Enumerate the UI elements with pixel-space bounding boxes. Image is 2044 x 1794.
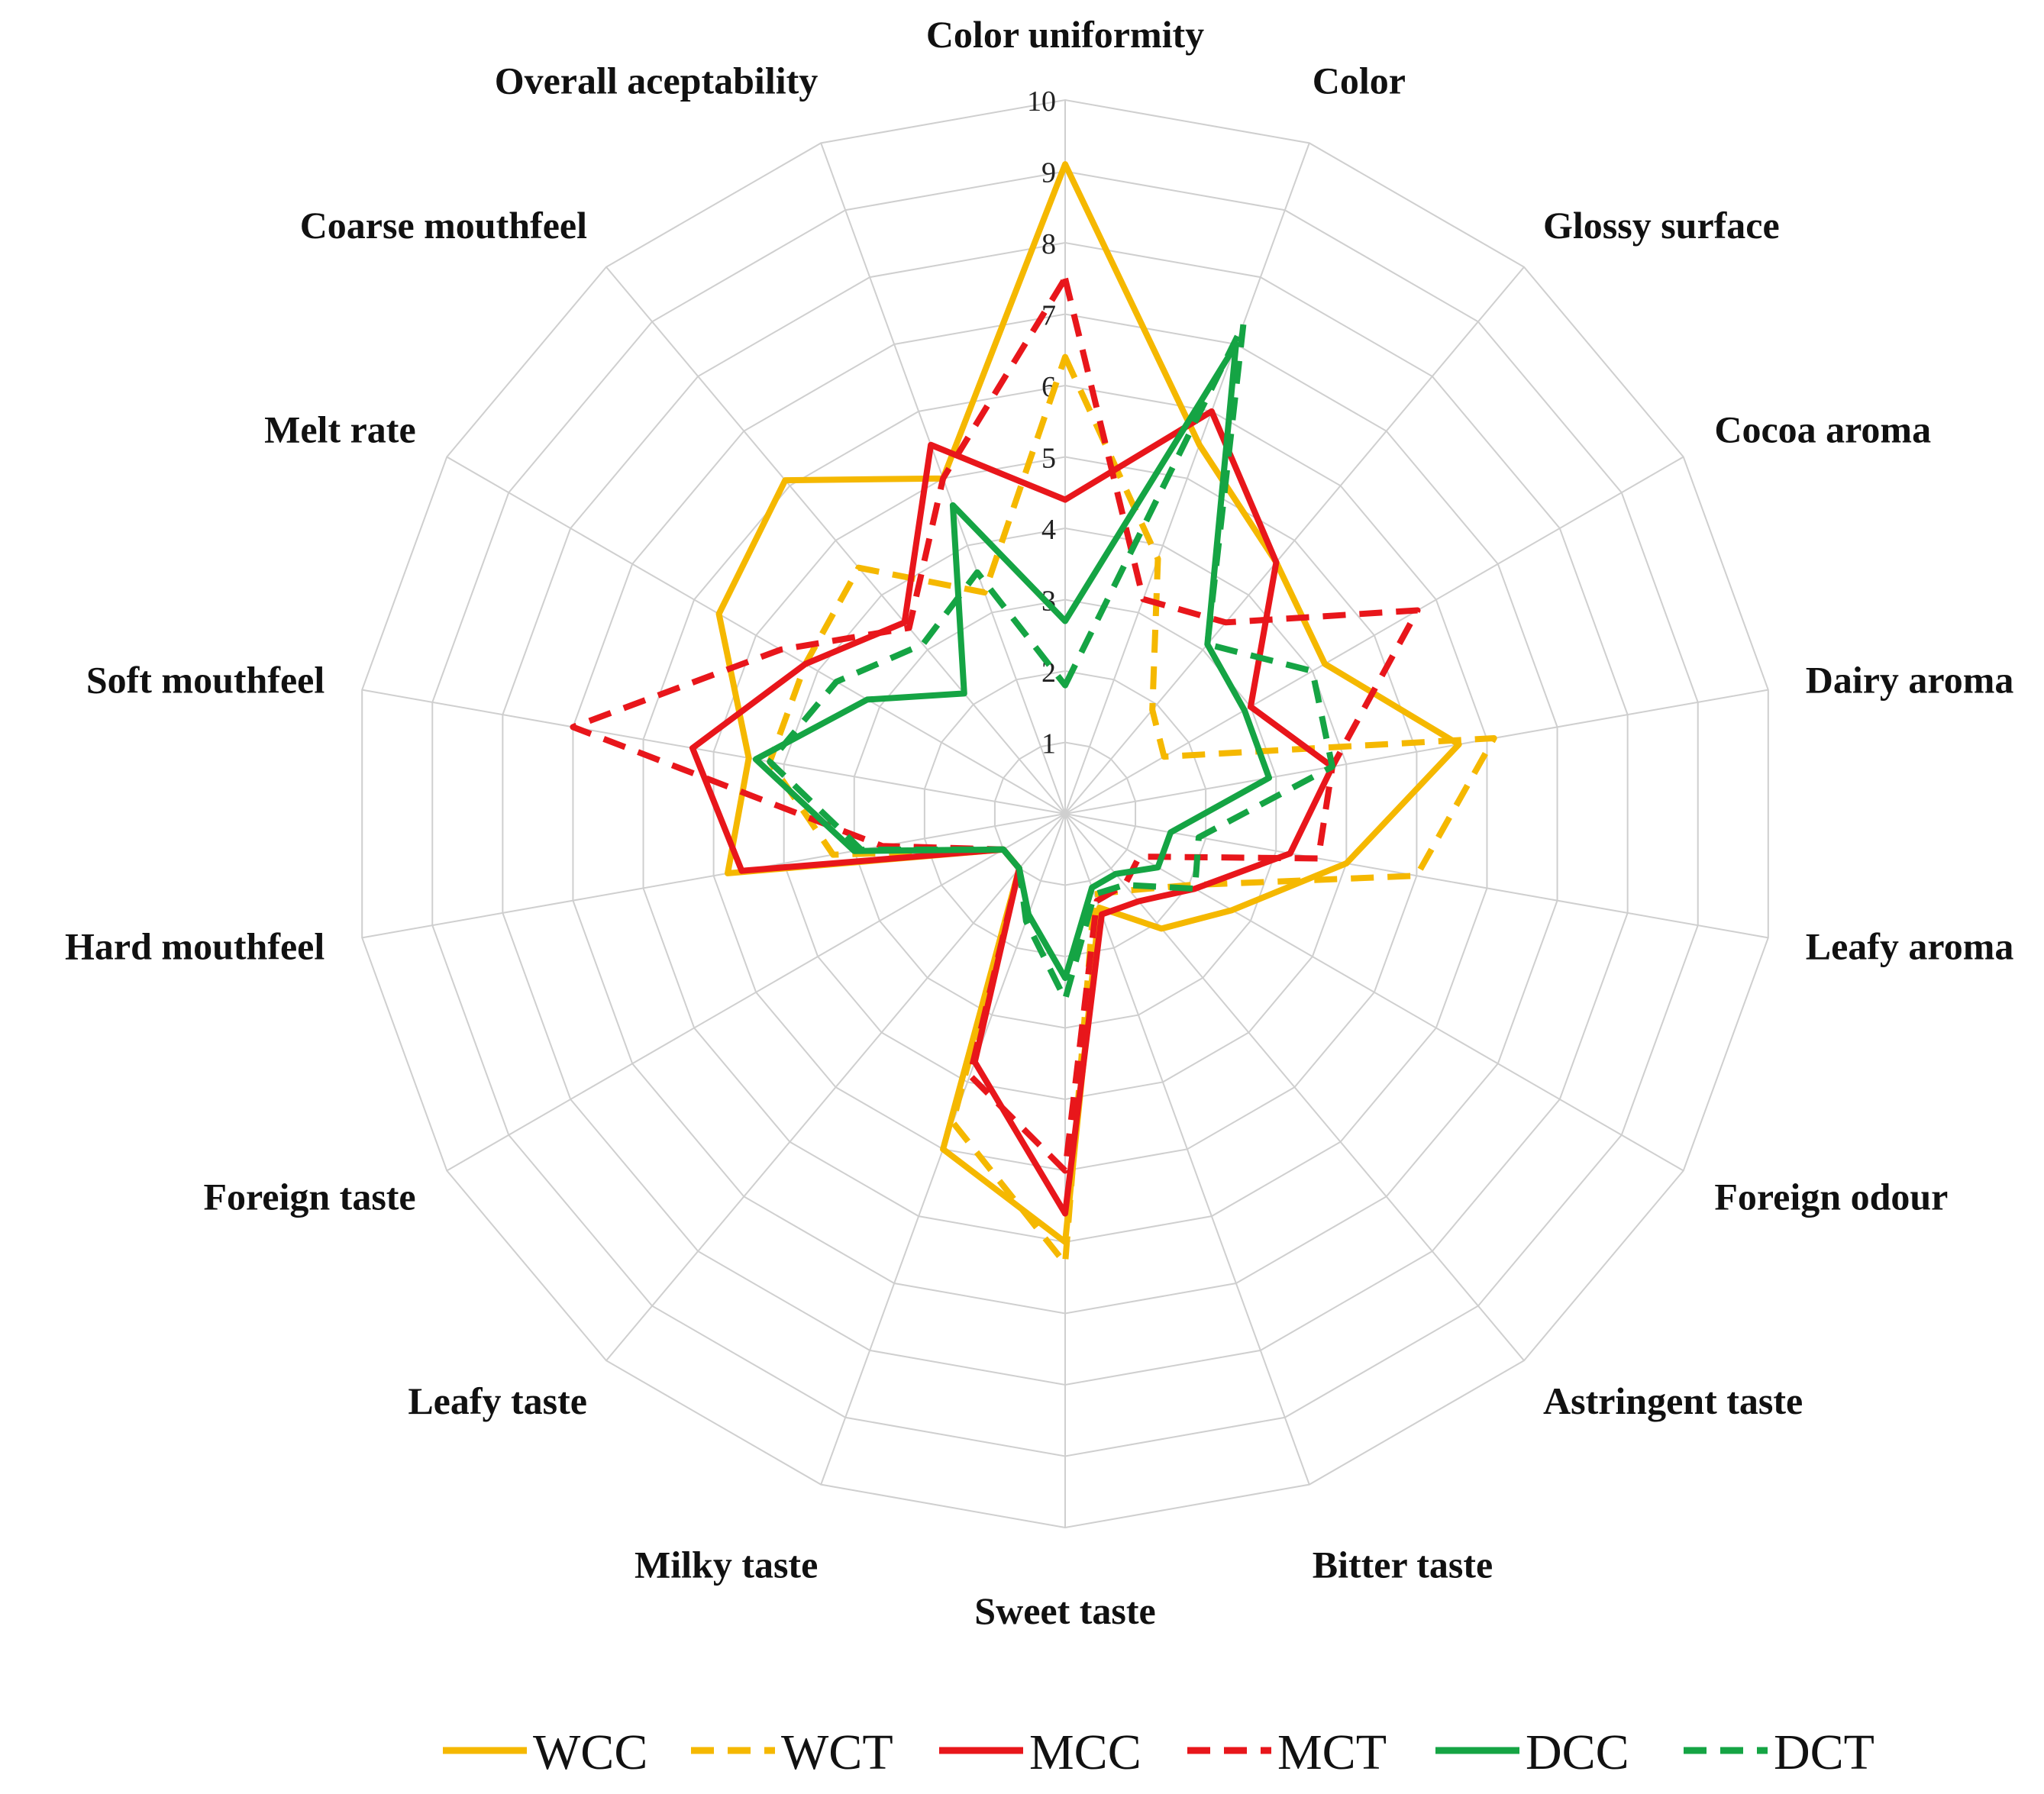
tick-label-8: 8 [1041,228,1056,260]
spoke-melt-rate [446,456,1066,815]
legend-label-dct: DCT [1774,1725,1874,1780]
spoke-soft-mouthfeel [362,689,1066,815]
axis-label-sweet-taste: Sweet taste [974,1589,1155,1632]
axis-label-color: Color [1313,60,1406,102]
tick-label-9: 9 [1041,157,1056,189]
axis-label-bitter-taste: Bitter taste [1313,1543,1493,1586]
axis-label-foreign-taste: Foreign taste [203,1176,415,1218]
series-dct [767,321,1335,1003]
spoke-leafy-aroma [1064,813,1768,939]
axis-label-milky-taste: Milky taste [635,1543,818,1586]
axis-label-soft-mouthfeel: Soft mouthfeel [86,658,325,701]
axis-label-overall-aceptability: Overall aceptability [495,60,819,102]
axis-label-leafy-aroma: Leafy aroma [1806,925,2014,968]
spoke-astringent-taste [1064,813,1525,1361]
legend: WCC WCT MCC MCT DCC DCT [443,1725,1874,1780]
spoke-foreign-taste [446,813,1066,1172]
legend-label-wct: WCT [781,1725,893,1780]
tick-label-10: 10 [1027,86,1056,118]
spoke-coarse-mouthfeel [605,266,1066,815]
axis-label-melt-rate: Melt rate [264,408,415,451]
legend-label-wcc: WCC [533,1725,647,1780]
series-mct [570,275,1421,1174]
axis-label-glossy-surface: Glossy surface [1543,204,1780,247]
axis-label-coarse-mouthfeel: Coarse mouthfeel [300,204,587,247]
axis-label-leafy-taste: Leafy taste [408,1379,587,1422]
axis-label-color-uniformity: Color uniformity [926,13,1204,56]
axis-label-hard-mouthfeel: Hard mouthfeel [65,925,325,968]
tick-label-5: 5 [1041,443,1056,475]
series-wct [767,353,1497,1267]
tick-label-7: 7 [1041,300,1056,332]
series-dcc [752,340,1273,982]
radar-spokes [362,100,1768,1528]
axis-label-foreign-odour: Foreign odour [1714,1176,1948,1218]
tick-label-1: 1 [1041,728,1056,760]
axis-label-dairy-aroma: Dairy aroma [1806,658,2014,701]
series-lines [570,161,1497,1267]
tick-label-2: 2 [1041,657,1056,689]
spoke-color [1064,143,1310,815]
spoke-hard-mouthfeel [362,813,1066,939]
legend-label-dcc: DCC [1526,1725,1629,1780]
axis-label-astringent-taste: Astringent taste [1543,1379,1803,1422]
spoke-dairy-aroma [1064,689,1768,815]
axis-labels: Color uniformity Color Glossy surface Cocoa… [65,13,2013,1632]
legend-label-mct: MCT [1277,1725,1387,1780]
legend-label-mcc: MCC [1029,1725,1141,1780]
series-mcc [689,408,1335,1217]
spoke-glossy-surface [1064,266,1525,815]
axis-label-cocoa-aroma: Cocoa aroma [1714,408,1931,451]
tick-label-4: 4 [1041,514,1056,546]
spoke-foreign-odour [1064,813,1684,1172]
spoke-bitter-taste [1064,813,1310,1485]
spoke-leafy-taste [605,813,1066,1361]
